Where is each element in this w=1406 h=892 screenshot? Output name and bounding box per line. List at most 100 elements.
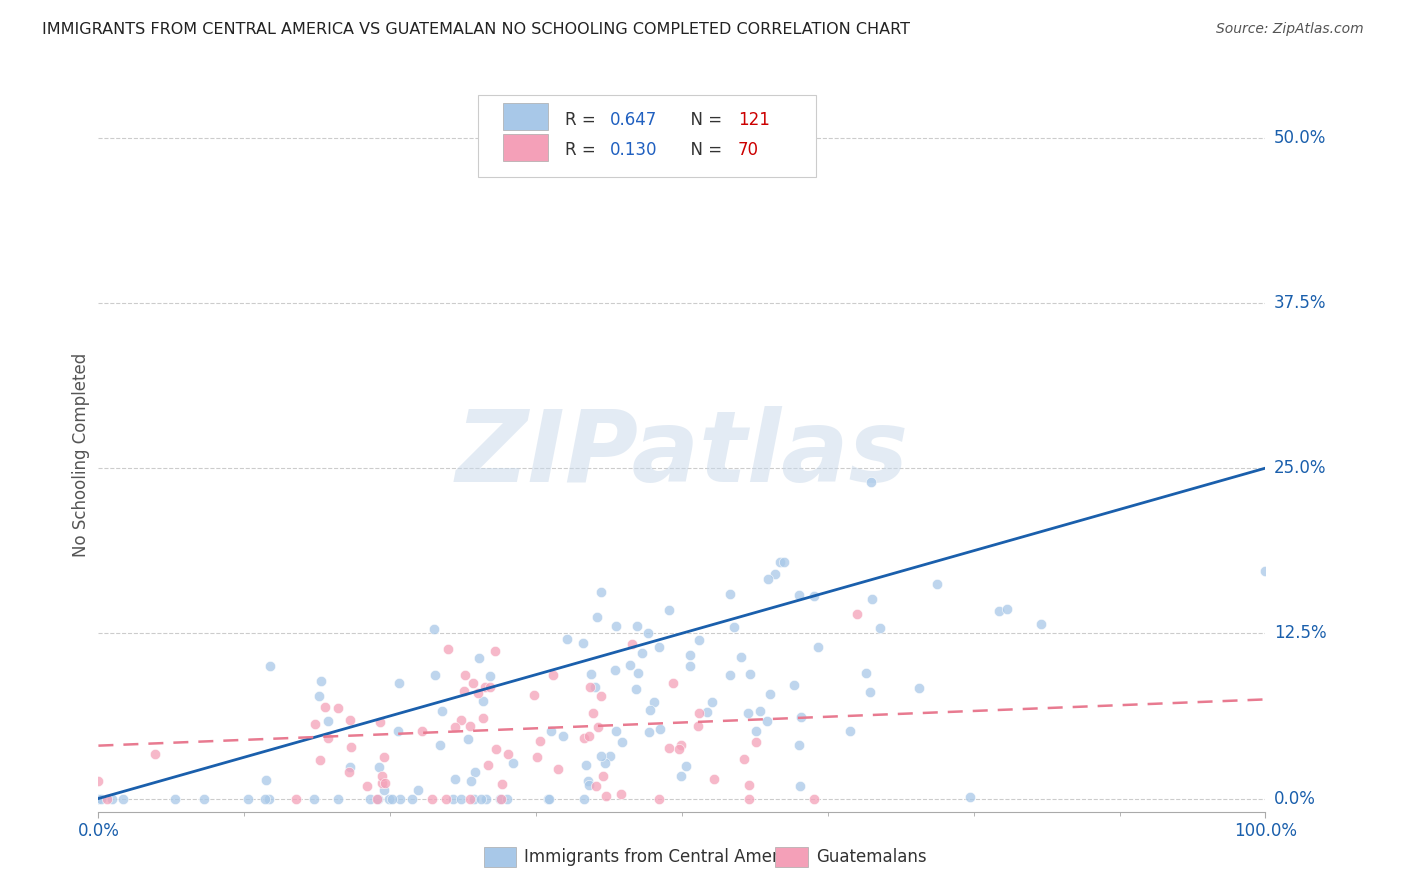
Point	[496, 747, 519, 761]
Point	[591, 749, 613, 764]
Point	[461, 676, 484, 690]
Point	[388, 791, 411, 805]
Point	[304, 717, 326, 731]
Point	[460, 774, 482, 789]
Point	[756, 714, 779, 729]
Point	[745, 724, 768, 739]
Point	[471, 694, 494, 708]
Point	[193, 791, 215, 805]
Point	[477, 757, 499, 772]
Point	[718, 587, 741, 601]
Point	[807, 640, 830, 655]
Point	[254, 772, 277, 787]
Point	[444, 772, 467, 786]
Point	[658, 740, 681, 755]
Point	[610, 787, 633, 801]
Point	[434, 791, 457, 805]
Text: 12.5%: 12.5%	[1274, 624, 1326, 642]
Point	[783, 678, 806, 692]
Text: N =: N =	[679, 141, 727, 159]
Point	[668, 741, 690, 756]
Point	[366, 791, 388, 805]
Point	[908, 681, 931, 695]
Point	[592, 769, 614, 783]
Point	[648, 791, 671, 805]
Point	[869, 621, 891, 635]
Point	[605, 723, 627, 738]
Point	[485, 742, 508, 756]
Point	[621, 637, 644, 651]
Point	[626, 619, 648, 633]
Point	[253, 791, 276, 805]
Point	[756, 572, 779, 586]
Point	[314, 699, 336, 714]
Text: 25.0%: 25.0%	[1274, 459, 1326, 477]
Point	[472, 711, 495, 725]
Text: 0.130: 0.130	[610, 141, 657, 159]
Point	[579, 667, 602, 681]
Point	[316, 731, 339, 745]
Point	[675, 759, 697, 773]
Point	[553, 730, 575, 744]
Point	[605, 663, 627, 677]
Point	[572, 731, 595, 746]
Point	[686, 719, 709, 733]
Point	[572, 791, 595, 805]
Point	[257, 791, 280, 805]
Point	[583, 680, 606, 694]
Text: 37.5%: 37.5%	[1274, 294, 1326, 312]
Point	[619, 657, 641, 672]
Point	[316, 714, 339, 729]
Text: 50.0%: 50.0%	[1274, 128, 1326, 147]
Point	[995, 602, 1018, 616]
Point	[688, 706, 710, 721]
Point	[605, 619, 627, 633]
Point	[463, 791, 485, 805]
Text: R =: R =	[565, 111, 602, 128]
Point	[769, 555, 792, 569]
Point	[803, 791, 825, 805]
Point	[576, 774, 599, 789]
Point	[599, 749, 621, 764]
Point	[669, 769, 692, 783]
Point	[470, 791, 492, 805]
Point	[423, 622, 446, 636]
Point	[238, 791, 260, 805]
Point	[309, 753, 332, 767]
Point	[443, 791, 465, 805]
Point	[638, 703, 661, 717]
Point	[464, 764, 486, 779]
Point	[259, 658, 281, 673]
Point	[540, 723, 562, 738]
Point	[388, 676, 411, 690]
Point	[339, 760, 361, 774]
Text: R =: R =	[565, 141, 602, 159]
Point	[589, 689, 612, 703]
Point	[759, 687, 782, 701]
Point	[845, 607, 868, 621]
Point	[458, 791, 481, 805]
Point	[648, 722, 671, 736]
Point	[703, 772, 725, 786]
Point	[803, 589, 825, 603]
Point	[87, 774, 110, 789]
Point	[339, 713, 361, 727]
Point	[450, 791, 472, 805]
FancyBboxPatch shape	[503, 134, 548, 161]
FancyBboxPatch shape	[484, 847, 516, 867]
Point	[855, 665, 877, 680]
Point	[370, 775, 392, 789]
Point	[745, 735, 768, 749]
Point	[838, 723, 860, 738]
Text: Source: ZipAtlas.com: Source: ZipAtlas.com	[1216, 22, 1364, 37]
Point	[671, 738, 693, 752]
Point	[457, 732, 479, 747]
Point	[740, 667, 762, 681]
Point	[496, 791, 519, 805]
Text: 70: 70	[738, 141, 759, 159]
Point	[491, 777, 513, 791]
Point	[658, 603, 681, 617]
Point	[367, 760, 389, 774]
Point	[688, 632, 710, 647]
Point	[718, 667, 741, 681]
